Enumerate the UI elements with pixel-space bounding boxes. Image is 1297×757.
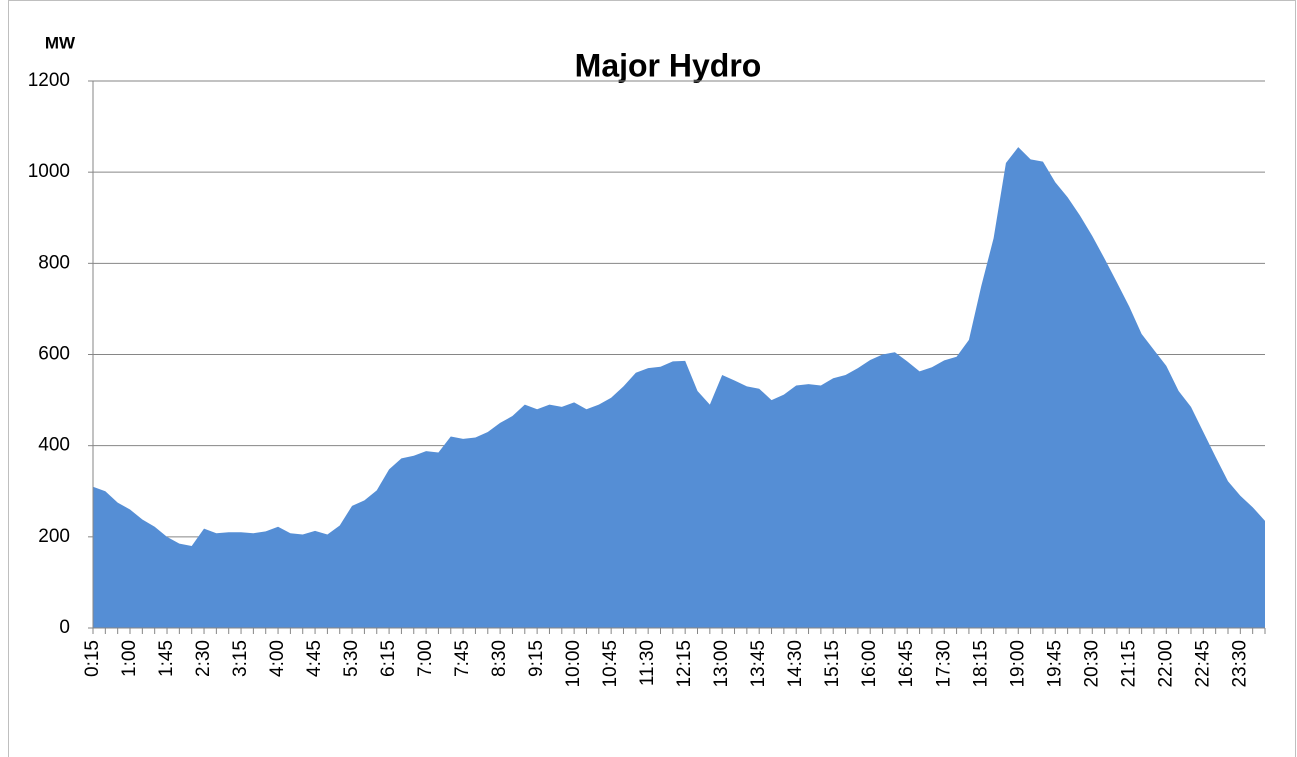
area [93, 147, 1265, 628]
x-tick-label: 2:30 [193, 640, 214, 677]
chart-border [8, 0, 1296, 757]
x-tick-label: 5:30 [341, 640, 362, 677]
y-tick-label: 1000 [28, 161, 70, 182]
x-tick-label: 17:30 [933, 640, 954, 688]
x-tick-label: 3:15 [230, 640, 251, 677]
x-tick-label: 4:00 [267, 640, 288, 677]
x-tick-label: 18:15 [970, 640, 991, 688]
y-tick-label: 0 [59, 617, 70, 638]
x-tick-label: 20:30 [1081, 640, 1102, 688]
y-tick-label: 400 [38, 435, 70, 456]
y-axis-label: MW [45, 33, 76, 52]
x-tick-label: 10:00 [563, 640, 584, 688]
x-tick-label: 1:45 [156, 640, 177, 677]
x-tick-label: 12:15 [674, 640, 695, 688]
x-tick-label: 7:00 [415, 640, 436, 677]
x-tick-label: 0:15 [82, 640, 103, 677]
x-tick-label: 19:00 [1007, 640, 1028, 688]
x-tick-label: 15:15 [822, 640, 843, 688]
x-tick-label: 19:45 [1044, 640, 1065, 688]
x-tick-label: 11:30 [637, 640, 658, 686]
y-tick-label: 200 [38, 526, 70, 547]
x-tick-label: 13:45 [748, 640, 769, 688]
x-tick-label: 22:45 [1192, 640, 1213, 688]
x-tick-label: 6:15 [378, 640, 399, 677]
x-tick-label: 10:45 [600, 640, 621, 688]
x-tick-label: 16:45 [896, 640, 917, 688]
y-tick-label: 600 [38, 344, 70, 365]
x-tick-label: 14:30 [785, 640, 806, 688]
chart-title: Major Hydro [575, 47, 762, 83]
x-tick-label: 22:00 [1155, 640, 1176, 688]
y-tick-label: 1200 [28, 70, 70, 91]
x-tick-label: 1:00 [119, 640, 140, 677]
x-tick-label: 4:45 [304, 640, 325, 677]
x-tick-label: 13:00 [711, 640, 732, 688]
x-tick-label: 23:30 [1229, 640, 1250, 688]
x-tick-label: 16:00 [859, 640, 880, 688]
x-tick-label: 8:30 [489, 640, 510, 677]
x-tick-label: 9:15 [526, 640, 547, 677]
x-tick-label: 21:15 [1118, 640, 1139, 688]
x-tick-label: 7:45 [452, 640, 473, 677]
y-tick-label: 800 [38, 252, 70, 273]
